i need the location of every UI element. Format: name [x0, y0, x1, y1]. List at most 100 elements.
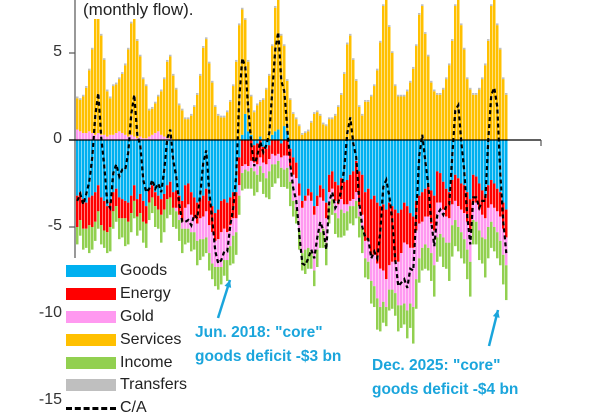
- bar-gold: [301, 207, 304, 254]
- bar-energy: [202, 195, 205, 217]
- bar-goods: [400, 140, 403, 210]
- bar-goods: [226, 140, 229, 203]
- bar-gold: [286, 155, 289, 168]
- bar-goods: [505, 140, 508, 210]
- bar-services: [208, 63, 211, 140]
- bar-gold: [178, 214, 181, 221]
- bar-income: [283, 169, 286, 187]
- bar-goods: [208, 140, 211, 201]
- bar-income: [289, 181, 292, 207]
- bar-income: [388, 289, 391, 311]
- bar-transfers: [112, 84, 115, 87]
- bar-services: [478, 89, 481, 140]
- bar-gold: [310, 200, 313, 252]
- annotation-line: goods deficit -$4 bn: [372, 381, 519, 398]
- bar-energy: [466, 192, 469, 222]
- bar-transfers: [259, 99, 262, 102]
- bar-energy: [136, 199, 139, 217]
- bar-energy: [139, 193, 142, 214]
- bar-income: [400, 305, 403, 328]
- bar-transfers: [406, 89, 409, 92]
- bar-income: [478, 230, 481, 261]
- bar-services: [289, 99, 292, 140]
- bar-services: [409, 82, 412, 140]
- bar-transfers: [172, 73, 175, 76]
- bar-services: [130, 23, 133, 135]
- bar-income: [415, 279, 418, 309]
- bar-goods: [196, 140, 199, 203]
- bar-income: [433, 265, 436, 297]
- bar-income: [223, 260, 226, 276]
- bar-transfers: [193, 105, 196, 107]
- bar-income: [364, 258, 367, 278]
- bar-income: [100, 225, 103, 245]
- bar-services: [439, 94, 442, 140]
- bar-energy: [349, 174, 352, 201]
- bar-services: [481, 79, 484, 140]
- bar-income: [202, 239, 205, 257]
- bar-transfers: [208, 61, 211, 64]
- bar-income: [187, 228, 190, 243]
- bar-income: [496, 232, 499, 259]
- bar-transfers: [475, 93, 478, 95]
- bar-goods: [76, 140, 79, 196]
- bar-goods: [334, 140, 337, 182]
- bar-energy: [424, 188, 427, 217]
- bar-goods: [130, 140, 133, 196]
- annotation-line: Jun. 2018: "core": [195, 324, 323, 341]
- bar-goods: [199, 140, 202, 200]
- legend-item-transfers: Transfers: [66, 374, 187, 397]
- bar-income: [316, 249, 319, 268]
- bar-goods: [139, 140, 142, 194]
- bar-energy: [154, 192, 157, 207]
- bar-energy: [289, 148, 292, 167]
- bar-services: [217, 115, 220, 140]
- bar-transfers: [478, 87, 481, 90]
- bar-services: [367, 101, 370, 140]
- bar-goods: [328, 140, 331, 175]
- bar-transfers: [79, 98, 82, 100]
- bar-income: [265, 178, 268, 198]
- bar-gold: [436, 202, 439, 238]
- bar-income: [298, 230, 301, 250]
- bar-gold: [430, 223, 433, 254]
- bar-services: [163, 79, 166, 137]
- bar-income: [466, 249, 469, 280]
- bar-gold: [391, 261, 394, 290]
- bar-energy: [244, 140, 247, 165]
- bar-goods: [457, 140, 460, 179]
- bar-energy: [493, 183, 496, 208]
- bar-energy: [292, 157, 295, 175]
- bar-gold: [274, 155, 277, 165]
- bar-energy: [412, 216, 415, 248]
- bar-services: [211, 82, 214, 140]
- bar-services: [187, 119, 190, 140]
- bar-income: [286, 167, 289, 189]
- bar-transfers: [307, 129, 310, 132]
- bar-services: [262, 99, 265, 140]
- bar-gold: [88, 131, 91, 140]
- bar-transfers: [334, 113, 337, 116]
- bar-goods: [409, 140, 412, 214]
- bar-income: [169, 197, 172, 215]
- bar-goods: [388, 140, 391, 203]
- bar-gold: [166, 138, 169, 140]
- bar-goods: [502, 140, 505, 203]
- bar-services: [280, 35, 283, 140]
- bar-income: [229, 246, 232, 266]
- bar-gold: [244, 164, 247, 170]
- bar-goods: [490, 140, 493, 181]
- bar-services: [307, 131, 310, 140]
- bar-income: [319, 232, 322, 248]
- bar-services: [220, 117, 223, 140]
- bar-gold: [76, 129, 79, 140]
- bar-transfers: [469, 87, 472, 90]
- bar-goods: [187, 140, 190, 184]
- bar-services: [226, 112, 229, 140]
- bar-goods: [397, 140, 400, 214]
- bar-energy: [358, 171, 361, 207]
- bar-energy: [439, 173, 442, 203]
- bar-gold: [226, 232, 229, 261]
- legend-item-income: Income: [66, 351, 187, 374]
- bar-gold: [394, 261, 397, 294]
